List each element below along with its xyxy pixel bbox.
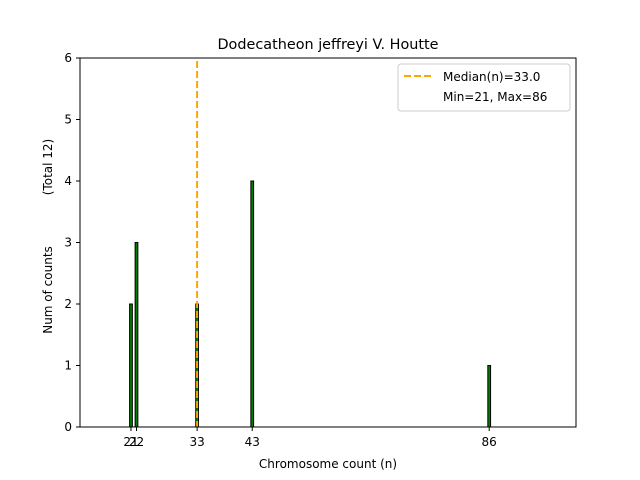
x-tick-label-21: 21 — [123, 435, 138, 449]
x-tick-label-86: 86 — [482, 435, 497, 449]
y-tick-label-6: 6 — [64, 51, 72, 65]
chart-title: Dodecatheon jeffreyi V. Houtte — [217, 37, 438, 53]
y-tick-label-5: 5 — [64, 113, 72, 127]
y-tick-label-2: 2 — [64, 297, 72, 311]
legend-box — [397, 63, 571, 112]
x-tick-label-22: 22 — [129, 435, 144, 449]
y-tick-label-4: 4 — [64, 174, 72, 188]
bar-21 — [129, 303, 133, 428]
bar-22 — [134, 242, 139, 428]
y-tick-label-1: 1 — [64, 359, 72, 373]
x-tick-label-43: 43 — [245, 435, 260, 449]
y-tick-label-0: 0 — [64, 420, 72, 434]
y-tick-label-3: 3 — [64, 236, 72, 250]
x-tick-label-33: 33 — [189, 435, 204, 449]
legend: Median(n)=33.0 Min=21, Max=86 — [397, 63, 571, 112]
y-axis-label-group: Num of counts (Total 12) — [41, 139, 55, 334]
x-axis-label: Chromosome count (n) — [259, 457, 397, 471]
y-axis-label: Num of counts — [41, 246, 55, 334]
legend-range-label: Min=21, Max=86 — [443, 90, 547, 104]
y-axis-ticks: 0 1 2 3 4 5 6 — [64, 51, 80, 434]
legend-median-label: Median(n)=33.0 — [443, 70, 540, 84]
bar-43 — [250, 180, 255, 428]
bar-86 — [487, 365, 492, 428]
y-axis-total-label: (Total 12) — [41, 139, 55, 195]
